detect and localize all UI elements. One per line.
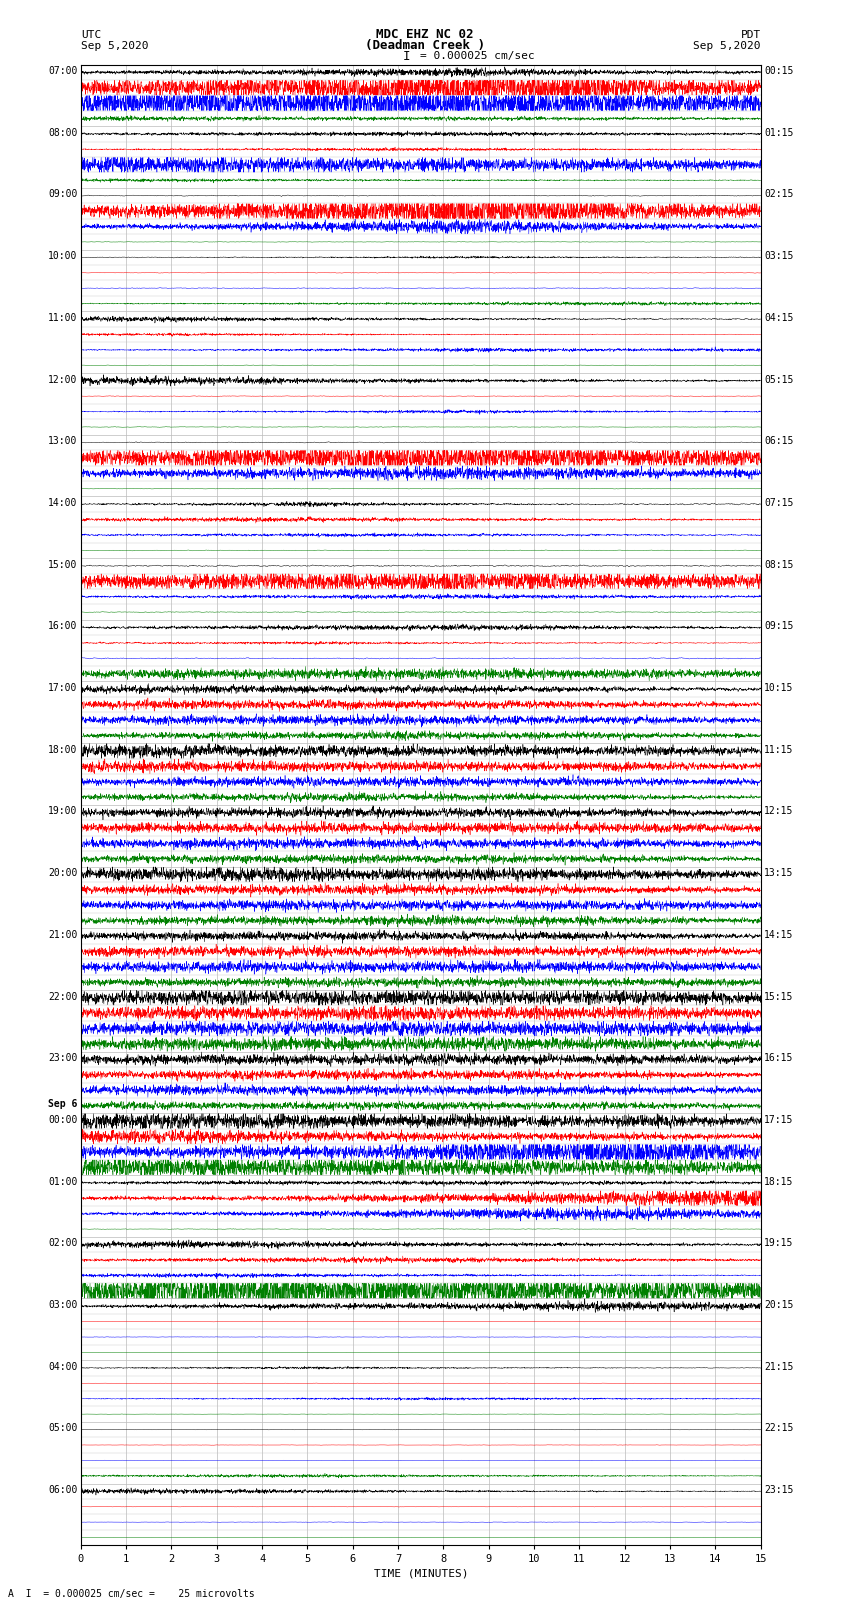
Text: Sep 5,2020: Sep 5,2020 bbox=[81, 40, 148, 52]
Text: 12:15: 12:15 bbox=[764, 806, 794, 816]
Text: 15:15: 15:15 bbox=[764, 992, 794, 1002]
Text: 23:15: 23:15 bbox=[764, 1486, 794, 1495]
Text: 06:00: 06:00 bbox=[48, 1486, 77, 1495]
Text: 11:00: 11:00 bbox=[48, 313, 77, 323]
Text: 02:15: 02:15 bbox=[764, 189, 794, 200]
Text: 11:15: 11:15 bbox=[764, 745, 794, 755]
Text: 03:00: 03:00 bbox=[48, 1300, 77, 1310]
Text: 05:00: 05:00 bbox=[48, 1423, 77, 1434]
Text: 14:00: 14:00 bbox=[48, 498, 77, 508]
Text: 21:15: 21:15 bbox=[764, 1361, 794, 1371]
Text: 23:00: 23:00 bbox=[48, 1053, 77, 1063]
Text: 22:15: 22:15 bbox=[764, 1423, 794, 1434]
Text: 05:15: 05:15 bbox=[764, 374, 794, 384]
Text: 01:15: 01:15 bbox=[764, 127, 794, 137]
Text: 19:15: 19:15 bbox=[764, 1239, 794, 1248]
Text: Sep 6: Sep 6 bbox=[48, 1100, 77, 1110]
Text: 21:00: 21:00 bbox=[48, 929, 77, 940]
Text: 12:00: 12:00 bbox=[48, 374, 77, 384]
Text: 13:15: 13:15 bbox=[764, 868, 794, 877]
Text: 00:00: 00:00 bbox=[48, 1115, 77, 1124]
Text: 15:00: 15:00 bbox=[48, 560, 77, 569]
Text: 22:00: 22:00 bbox=[48, 992, 77, 1002]
Text: 07:00: 07:00 bbox=[48, 66, 77, 76]
Text: 04:00: 04:00 bbox=[48, 1361, 77, 1371]
Text: 14:15: 14:15 bbox=[764, 929, 794, 940]
Text: 09:15: 09:15 bbox=[764, 621, 794, 631]
Text: 08:00: 08:00 bbox=[48, 127, 77, 137]
Text: 10:00: 10:00 bbox=[48, 252, 77, 261]
Text: 20:00: 20:00 bbox=[48, 868, 77, 877]
Text: UTC: UTC bbox=[81, 29, 101, 40]
Text: 08:15: 08:15 bbox=[764, 560, 794, 569]
Text: 13:00: 13:00 bbox=[48, 436, 77, 447]
Text: 17:15: 17:15 bbox=[764, 1115, 794, 1124]
Text: 02:00: 02:00 bbox=[48, 1239, 77, 1248]
Text: = 0.000025 cm/sec: = 0.000025 cm/sec bbox=[420, 52, 535, 61]
Text: MDC EHZ NC 02: MDC EHZ NC 02 bbox=[377, 27, 473, 42]
Text: 10:15: 10:15 bbox=[764, 682, 794, 694]
Text: 18:00: 18:00 bbox=[48, 745, 77, 755]
Text: 06:15: 06:15 bbox=[764, 436, 794, 447]
Text: 18:15: 18:15 bbox=[764, 1176, 794, 1187]
Text: 09:00: 09:00 bbox=[48, 189, 77, 200]
Text: 19:00: 19:00 bbox=[48, 806, 77, 816]
Text: 00:15: 00:15 bbox=[764, 66, 794, 76]
Text: (Deadman Creek ): (Deadman Creek ) bbox=[365, 39, 485, 53]
Text: 16:00: 16:00 bbox=[48, 621, 77, 631]
Text: 04:15: 04:15 bbox=[764, 313, 794, 323]
Text: Sep 5,2020: Sep 5,2020 bbox=[694, 40, 761, 52]
Text: 17:00: 17:00 bbox=[48, 682, 77, 694]
Text: 03:15: 03:15 bbox=[764, 252, 794, 261]
Text: 01:00: 01:00 bbox=[48, 1176, 77, 1187]
X-axis label: TIME (MINUTES): TIME (MINUTES) bbox=[373, 1568, 468, 1579]
Text: A  I  = 0.000025 cm/sec =    25 microvolts: A I = 0.000025 cm/sec = 25 microvolts bbox=[8, 1589, 255, 1598]
Text: 16:15: 16:15 bbox=[764, 1053, 794, 1063]
Text: PDT: PDT bbox=[740, 29, 761, 40]
Text: 20:15: 20:15 bbox=[764, 1300, 794, 1310]
Text: 07:15: 07:15 bbox=[764, 498, 794, 508]
Text: I: I bbox=[403, 50, 410, 63]
